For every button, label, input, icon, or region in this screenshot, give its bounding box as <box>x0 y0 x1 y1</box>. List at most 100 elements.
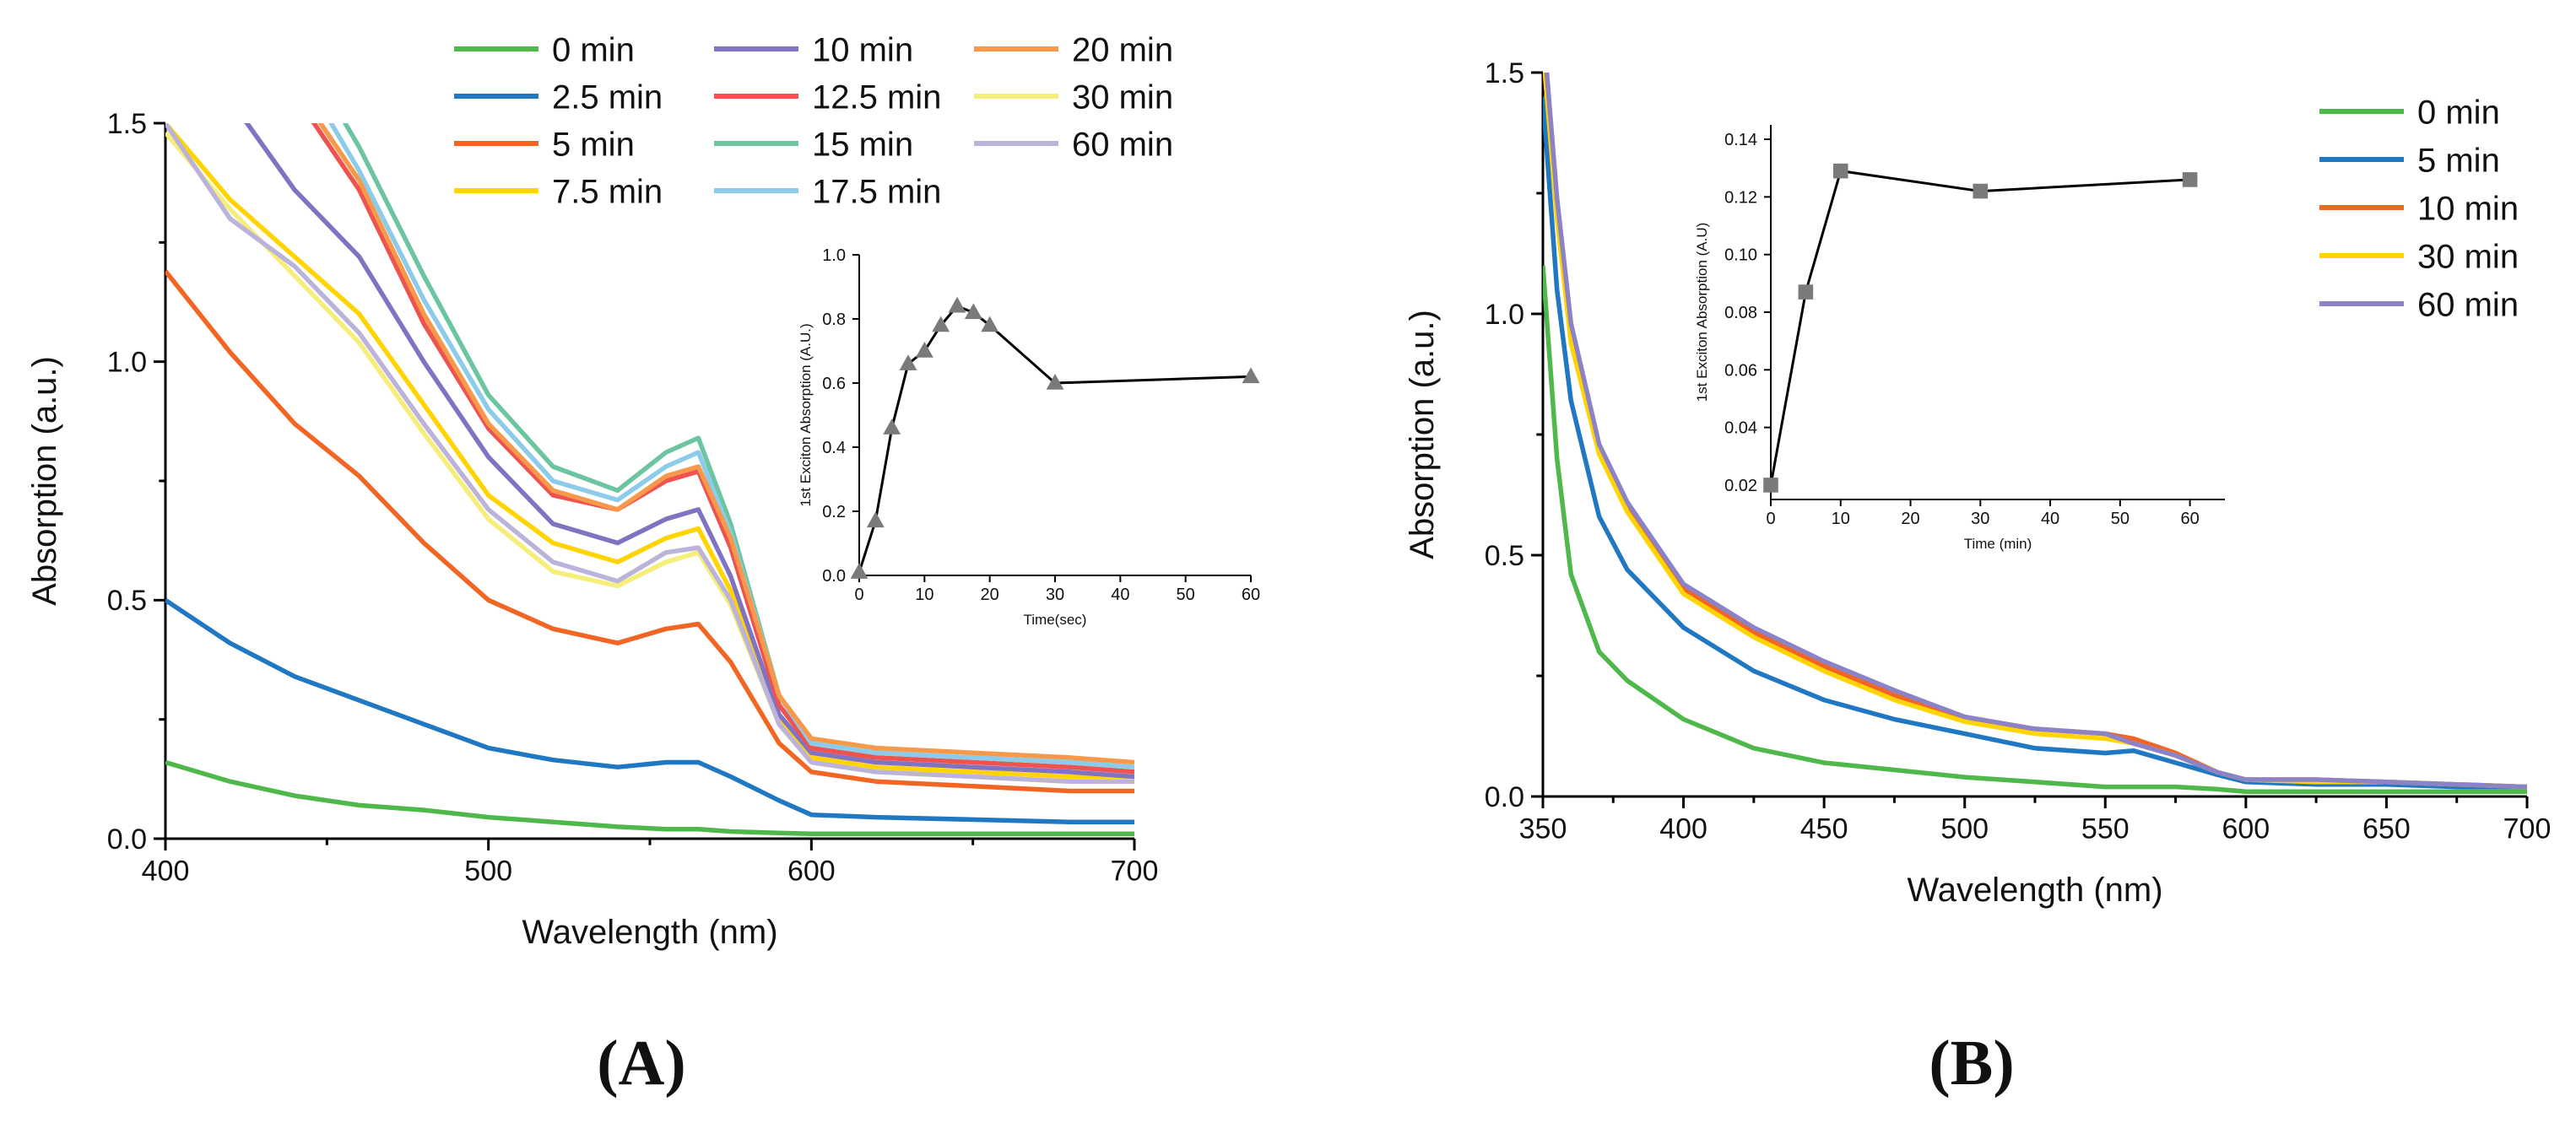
panel-b-x-tick-label: 450 <box>1800 813 1848 845</box>
panel-a-legend-label: 17.5 min <box>812 173 941 210</box>
panel-a-series-line <box>165 598 1134 824</box>
panel-a-legend-label: 10 min <box>812 31 913 68</box>
panel-a-inset-x-tick-label: 60 <box>1242 586 1260 604</box>
panel-a-y-axis-label: Absorption (a.u.) <box>26 356 63 606</box>
panel-a-legend-label: 7.5 min <box>552 173 663 210</box>
panel-b-inset-y-axis-label: 1st Exciton Absorption (A.U) <box>1694 223 1710 402</box>
panel-a-inset-x-tick-label: 30 <box>1046 586 1064 604</box>
panel-a-series-line <box>165 123 1134 780</box>
panel-a-inset-y-tick-label: 0.0 <box>822 567 846 586</box>
panel-a-main-chart: 400 500 600 700 0.0 0.5 1.0 1.5 Wavelength (nm) A… <box>26 108 1159 951</box>
panel-b-y-tick-label: 0.0 <box>1485 781 1524 813</box>
panel-b-inset-y-tick-label: 0.02 <box>1724 477 1757 495</box>
panel-b-series-line <box>1544 73 2527 790</box>
panel-b-legend: 0 min 5 min 10 min 30 min 60 min <box>2319 94 2519 323</box>
panel-a-series-line <box>244 123 1134 780</box>
panel-a-y-tick-label: 0.5 <box>107 585 147 617</box>
panel-a-x-tick-label: 700 <box>1111 856 1159 888</box>
panel-b-x-tick-label: 500 <box>1940 813 1989 845</box>
panel-a-inset-data-point <box>850 563 869 579</box>
panel-b-inset-y-tick-label: 0.14 <box>1724 131 1757 149</box>
panel-a-inset-data-point <box>981 316 999 332</box>
panel-a-series-line <box>165 759 1134 837</box>
panel-b-inset-y-tick-label: 0.08 <box>1724 304 1757 322</box>
panel-b-x-tick-label: 550 <box>2081 813 2130 845</box>
panel-a-inset-x-tick-label: 50 <box>1177 586 1195 604</box>
panel-label-b: (B) <box>1929 1028 2014 1099</box>
panel-b-y-tick-label: 1.0 <box>1485 299 1524 331</box>
panel-a-legend-label: 12.5 min <box>812 78 941 116</box>
panel-b-inset-x-tick-label: 30 <box>1971 510 1989 528</box>
panel-a-legend-label: 20 min <box>1072 31 1173 68</box>
panel-b-legend-label: 60 min <box>2417 286 2519 323</box>
panel-a-y-tick-label: 0.0 <box>107 823 147 856</box>
panel-a-legend-label: 0 min <box>552 31 635 68</box>
panel-b-legend-label: 10 min <box>2417 190 2519 227</box>
panel-b-inset-y-tick-label: 0.04 <box>1724 419 1757 438</box>
panel-a-inset-data-point <box>964 303 982 320</box>
panel-b-series-line <box>1543 96 2527 790</box>
panel-b-inset-data-point <box>1832 163 1848 179</box>
panel-a-legend-label: 30 min <box>1072 78 1173 116</box>
panel-a-inset-y-axis-label: 1st Exciton Absorption (A.U.) <box>798 323 814 506</box>
panel-b-x-axis-label: Wavelength (nm) <box>1907 872 2162 909</box>
panel-a-inset-x-axis-label: Time(sec) <box>1024 612 1087 628</box>
panel-label-a: (A) <box>597 1028 686 1099</box>
panel-b-inset-x-tick-label: 20 <box>1901 510 1919 528</box>
panel-b-y-tick-label: 0.5 <box>1485 540 1524 572</box>
panel-b-inset-x-tick-label: 60 <box>2180 510 2199 528</box>
panel-a-inset-data-point <box>883 418 901 435</box>
panel-a-series-line <box>328 123 1134 769</box>
panel-a-x-axis-label: Wavelength (nm) <box>522 914 777 951</box>
panel-b-main-chart: 350 400 450 500 550 600 650 7000.00.51.01.5Wave… <box>1404 57 2552 909</box>
panel-a-y-tick-label: 1.0 <box>107 347 147 379</box>
panel-b-inset-data-point <box>1973 183 1989 199</box>
panel-a-legend: 0 min 2.5 min 5 min 7.5 min 10 min 12.5 min 15… <box>454 31 1173 210</box>
panel-b-inset-x-axis-label: Time (min) <box>1964 536 2032 552</box>
panel-a-inset-y-tick-label: 0.6 <box>822 375 846 393</box>
panel-b-inset-trend-line <box>1769 169 2190 486</box>
panel-b-x-tick-label: 700 <box>2503 813 2552 845</box>
panel-b-inset-chart: 0 10 20 30 40 50 60 0.02 0.04 0.06 0.08 0.10 0.12 0.1… <box>1694 125 2225 552</box>
panel-a-legend-label: 15 min <box>812 126 913 163</box>
panel-a-legend-label: 5 min <box>552 126 635 163</box>
panel-b-series-group <box>1543 73 2527 795</box>
panel-b-inset-x-tick-label: 50 <box>2111 510 2130 528</box>
panel-b-inset-y-tick-label: 0.10 <box>1724 246 1757 265</box>
panel-a-legend-label: 2.5 min <box>552 78 663 116</box>
panel-b-x-tick-label: 400 <box>1659 813 1707 845</box>
panel-a-legend-label: 60 min <box>1072 126 1173 163</box>
panel-a-x-tick-label: 400 <box>142 856 190 888</box>
panel-a-inset-data-point <box>1242 367 1260 384</box>
panel-a-series-line <box>317 123 1134 765</box>
panel-b-inset-x-tick-label: 40 <box>2041 510 2059 528</box>
panel-a-x-tick-label: 600 <box>787 856 836 888</box>
panel-a-inset-y-tick-label: 0.2 <box>822 503 846 521</box>
panel-b-legend-label: 0 min <box>2417 94 2500 131</box>
panel-a-y-tick-label: 1.5 <box>107 108 147 140</box>
panel-a-series-group <box>165 123 1134 837</box>
panel-a-inset-x-tick-label: 20 <box>981 586 999 604</box>
panel-a-inset-y-tick-label: 0.8 <box>822 310 846 329</box>
panel-a-inset-x-tick-label: 10 <box>915 586 934 604</box>
panel-b-y-axis-label: Absorption (a.u.) <box>1404 310 1441 559</box>
panel-a-series-line <box>165 123 1134 784</box>
panel-a-inset-data-point <box>866 511 885 528</box>
panel-a-inset-data-point <box>899 354 917 370</box>
panel-b-inset-data-point <box>2182 172 2198 187</box>
panel-a-x-tick-label: 500 <box>464 856 512 888</box>
panel-b-x-tick-label: 600 <box>2222 813 2270 845</box>
panel-a-inset-data-point <box>915 342 934 358</box>
panel-b-inset-data-point <box>1798 284 1814 300</box>
panel-a-inset-data-point <box>1046 374 1064 390</box>
panel-b-series-line <box>1543 265 2527 795</box>
panel-a-inset-chart: 0 10 20 30 40 50 60 0.0 0.2 0.4 0.6 0.8 1.0 Time(sec)… <box>798 246 1260 628</box>
panel-a-inset-y-tick-label: 0.4 <box>822 439 846 457</box>
panel-a-inset-data-point <box>932 316 950 332</box>
panel-b-x-tick-label: 350 <box>1519 813 1567 845</box>
panel-a-inset-y-tick-label: 1.0 <box>822 246 846 265</box>
panel-a-inset-data-point <box>948 296 966 313</box>
panel-b-inset-data-point <box>1763 478 1778 493</box>
panel-b-inset-x-tick-label: 0 <box>1766 510 1775 528</box>
